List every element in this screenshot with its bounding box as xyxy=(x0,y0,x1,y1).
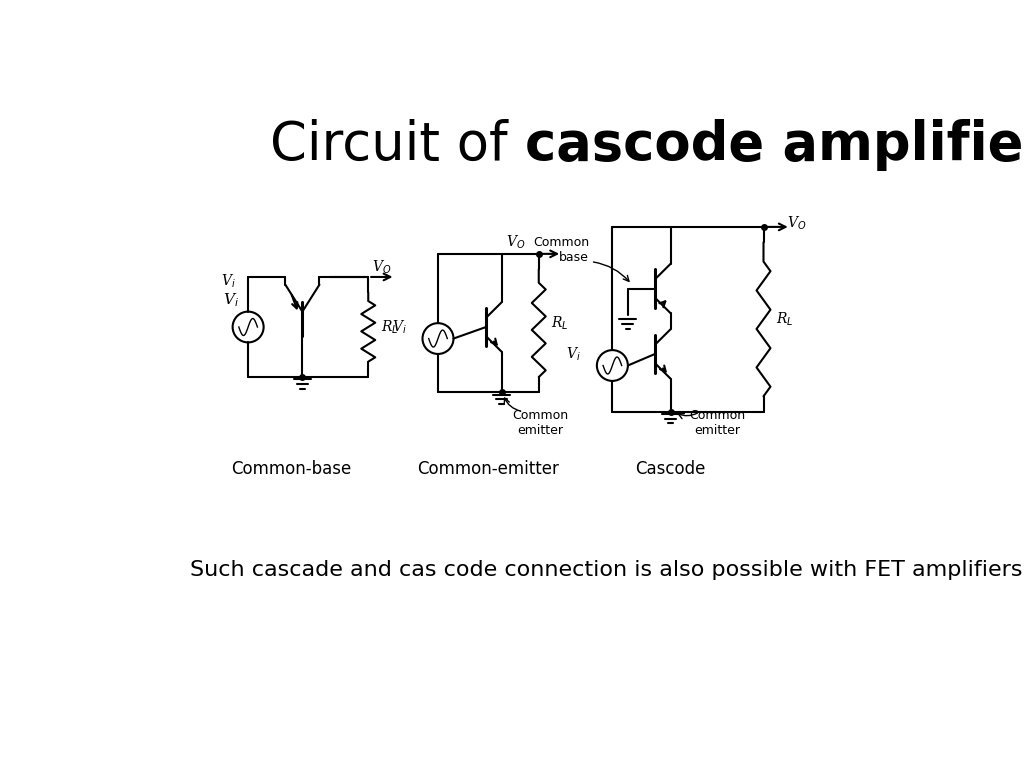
Text: R$_L$: R$_L$ xyxy=(381,318,398,336)
FancyArrowPatch shape xyxy=(678,413,697,419)
Text: R$_L$: R$_L$ xyxy=(551,314,568,332)
Text: Common
emitter: Common emitter xyxy=(512,409,568,437)
FancyArrowPatch shape xyxy=(594,262,629,281)
Text: V$_i$: V$_i$ xyxy=(392,318,407,336)
Text: Common-base: Common-base xyxy=(230,461,351,478)
Text: Common
base: Common base xyxy=(534,236,589,264)
Text: Circuit of: Circuit of xyxy=(270,118,524,170)
Text: V$_O$: V$_O$ xyxy=(786,214,806,232)
FancyArrowPatch shape xyxy=(504,398,520,411)
Text: R$_L$: R$_L$ xyxy=(776,310,794,328)
Text: V$_O$: V$_O$ xyxy=(506,233,525,251)
Text: Common-emitter: Common-emitter xyxy=(418,461,559,478)
Text: Cascode: Cascode xyxy=(635,461,706,478)
Text: cascode amplifier: cascode amplifier xyxy=(524,118,1024,170)
Text: Common
emitter: Common emitter xyxy=(689,409,745,437)
Text: V$_i$: V$_i$ xyxy=(221,272,237,290)
Text: V$_i$: V$_i$ xyxy=(566,346,581,362)
Text: V$_i$: V$_i$ xyxy=(223,291,240,309)
Text: Such cascade and cas code connection is also possible with FET amplifiers: Such cascade and cas code connection is … xyxy=(190,560,1023,580)
Text: V$_O$: V$_O$ xyxy=(372,259,391,276)
